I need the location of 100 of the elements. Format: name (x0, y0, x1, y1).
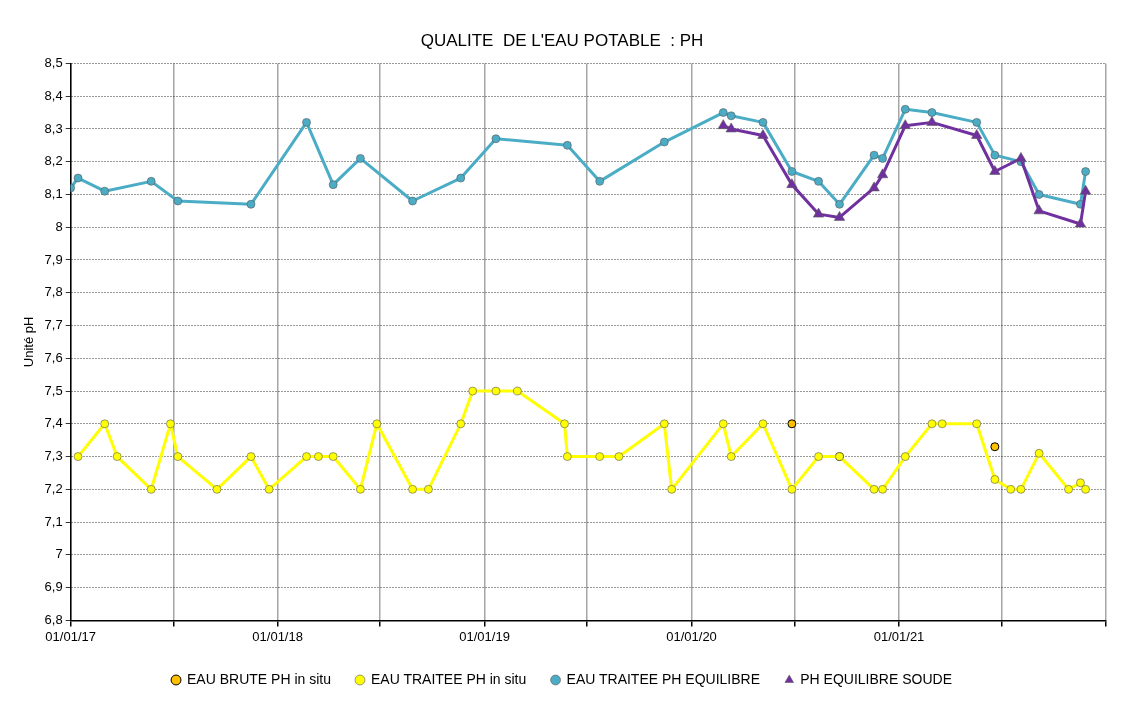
y-tick-label: 7,7 (44, 317, 63, 333)
y-tick-label: 6,9 (44, 579, 63, 595)
point (468, 386, 478, 396)
point (927, 108, 937, 118)
point (560, 419, 570, 429)
legend-label: EAU TRAITEE PH EQUILIBRE (566, 670, 761, 687)
point (725, 122, 737, 133)
point (264, 484, 274, 494)
y-tick-label: 8,4 (44, 87, 63, 103)
point (595, 452, 605, 462)
point (355, 484, 365, 494)
point (100, 419, 110, 429)
point (971, 128, 983, 139)
point (869, 150, 879, 160)
point (165, 419, 175, 429)
point (659, 137, 669, 147)
point (1034, 189, 1044, 199)
point (456, 173, 466, 183)
point (1016, 484, 1026, 494)
point (835, 199, 845, 209)
point (355, 153, 365, 163)
point (372, 419, 382, 429)
point (73, 173, 83, 183)
point (173, 452, 183, 462)
point (1064, 484, 1074, 494)
legend-label: EAU BRUTE PH in situ (187, 670, 331, 687)
point (900, 452, 910, 462)
chart-title: QUALITE DE L'EAU POTABLE : PH (420, 30, 704, 50)
point (146, 484, 156, 494)
point (614, 452, 624, 462)
point (757, 128, 769, 139)
y-tick-label: 8,3 (44, 120, 63, 136)
point (717, 119, 729, 130)
y-tick-label: 7,5 (44, 382, 63, 398)
point (246, 199, 256, 209)
y-axis-title: Unité pH (21, 316, 37, 368)
point (814, 176, 824, 186)
point (562, 140, 572, 150)
point (423, 484, 433, 494)
point (972, 419, 982, 429)
point (667, 484, 677, 494)
point (758, 117, 768, 127)
point (990, 150, 1000, 160)
point (900, 104, 910, 114)
y-tick-label: 7,3 (44, 448, 63, 464)
point (972, 117, 982, 127)
y-tick-label: 7,2 (44, 480, 63, 496)
y-tick-label: 6,8 (44, 611, 63, 627)
point (146, 176, 156, 186)
point (456, 419, 466, 429)
point (878, 484, 888, 494)
point (408, 484, 418, 494)
point (302, 452, 312, 462)
point (1033, 204, 1045, 215)
point (926, 115, 938, 126)
point (726, 111, 736, 121)
y-tick-label: 7,1 (44, 513, 63, 529)
point (787, 484, 797, 494)
point (878, 153, 888, 163)
point (787, 419, 797, 429)
point (718, 419, 728, 429)
point (1081, 167, 1091, 177)
point (812, 207, 825, 218)
point (814, 452, 824, 462)
point (869, 484, 879, 494)
point (659, 419, 669, 429)
y-tick-label: 7,8 (44, 284, 63, 300)
point (328, 180, 338, 190)
point (1079, 184, 1092, 195)
point (100, 186, 110, 196)
point (990, 442, 1000, 452)
y-tick-label: 7,9 (44, 251, 63, 267)
point (868, 181, 880, 192)
point (758, 419, 768, 429)
legend-label: PH EQUILIBRE SOUDE (800, 670, 952, 687)
point (937, 419, 947, 429)
point (1074, 217, 1087, 228)
point (787, 167, 797, 177)
point (876, 168, 889, 179)
point (1034, 448, 1044, 458)
x-tick-label: 01/01/20 (666, 628, 717, 644)
point (112, 452, 122, 462)
x-tick-label: 01/01/21 (873, 628, 925, 644)
point (491, 134, 501, 144)
point (989, 165, 1001, 176)
point (328, 452, 338, 462)
point (302, 117, 312, 127)
point (73, 452, 83, 462)
point (1081, 484, 1091, 494)
point (726, 452, 736, 462)
point (212, 484, 222, 494)
point (246, 452, 256, 462)
y-tick-label: 8,2 (44, 153, 63, 169)
point (408, 196, 418, 206)
point (1015, 151, 1027, 162)
point (833, 210, 846, 221)
y-tick-label: 7,4 (44, 415, 63, 431)
y-tick-label: 7,6 (44, 349, 63, 365)
y-tick-label: 8,1 (44, 186, 63, 202)
legend-label: EAU TRAITEE PH in situ (370, 670, 527, 687)
